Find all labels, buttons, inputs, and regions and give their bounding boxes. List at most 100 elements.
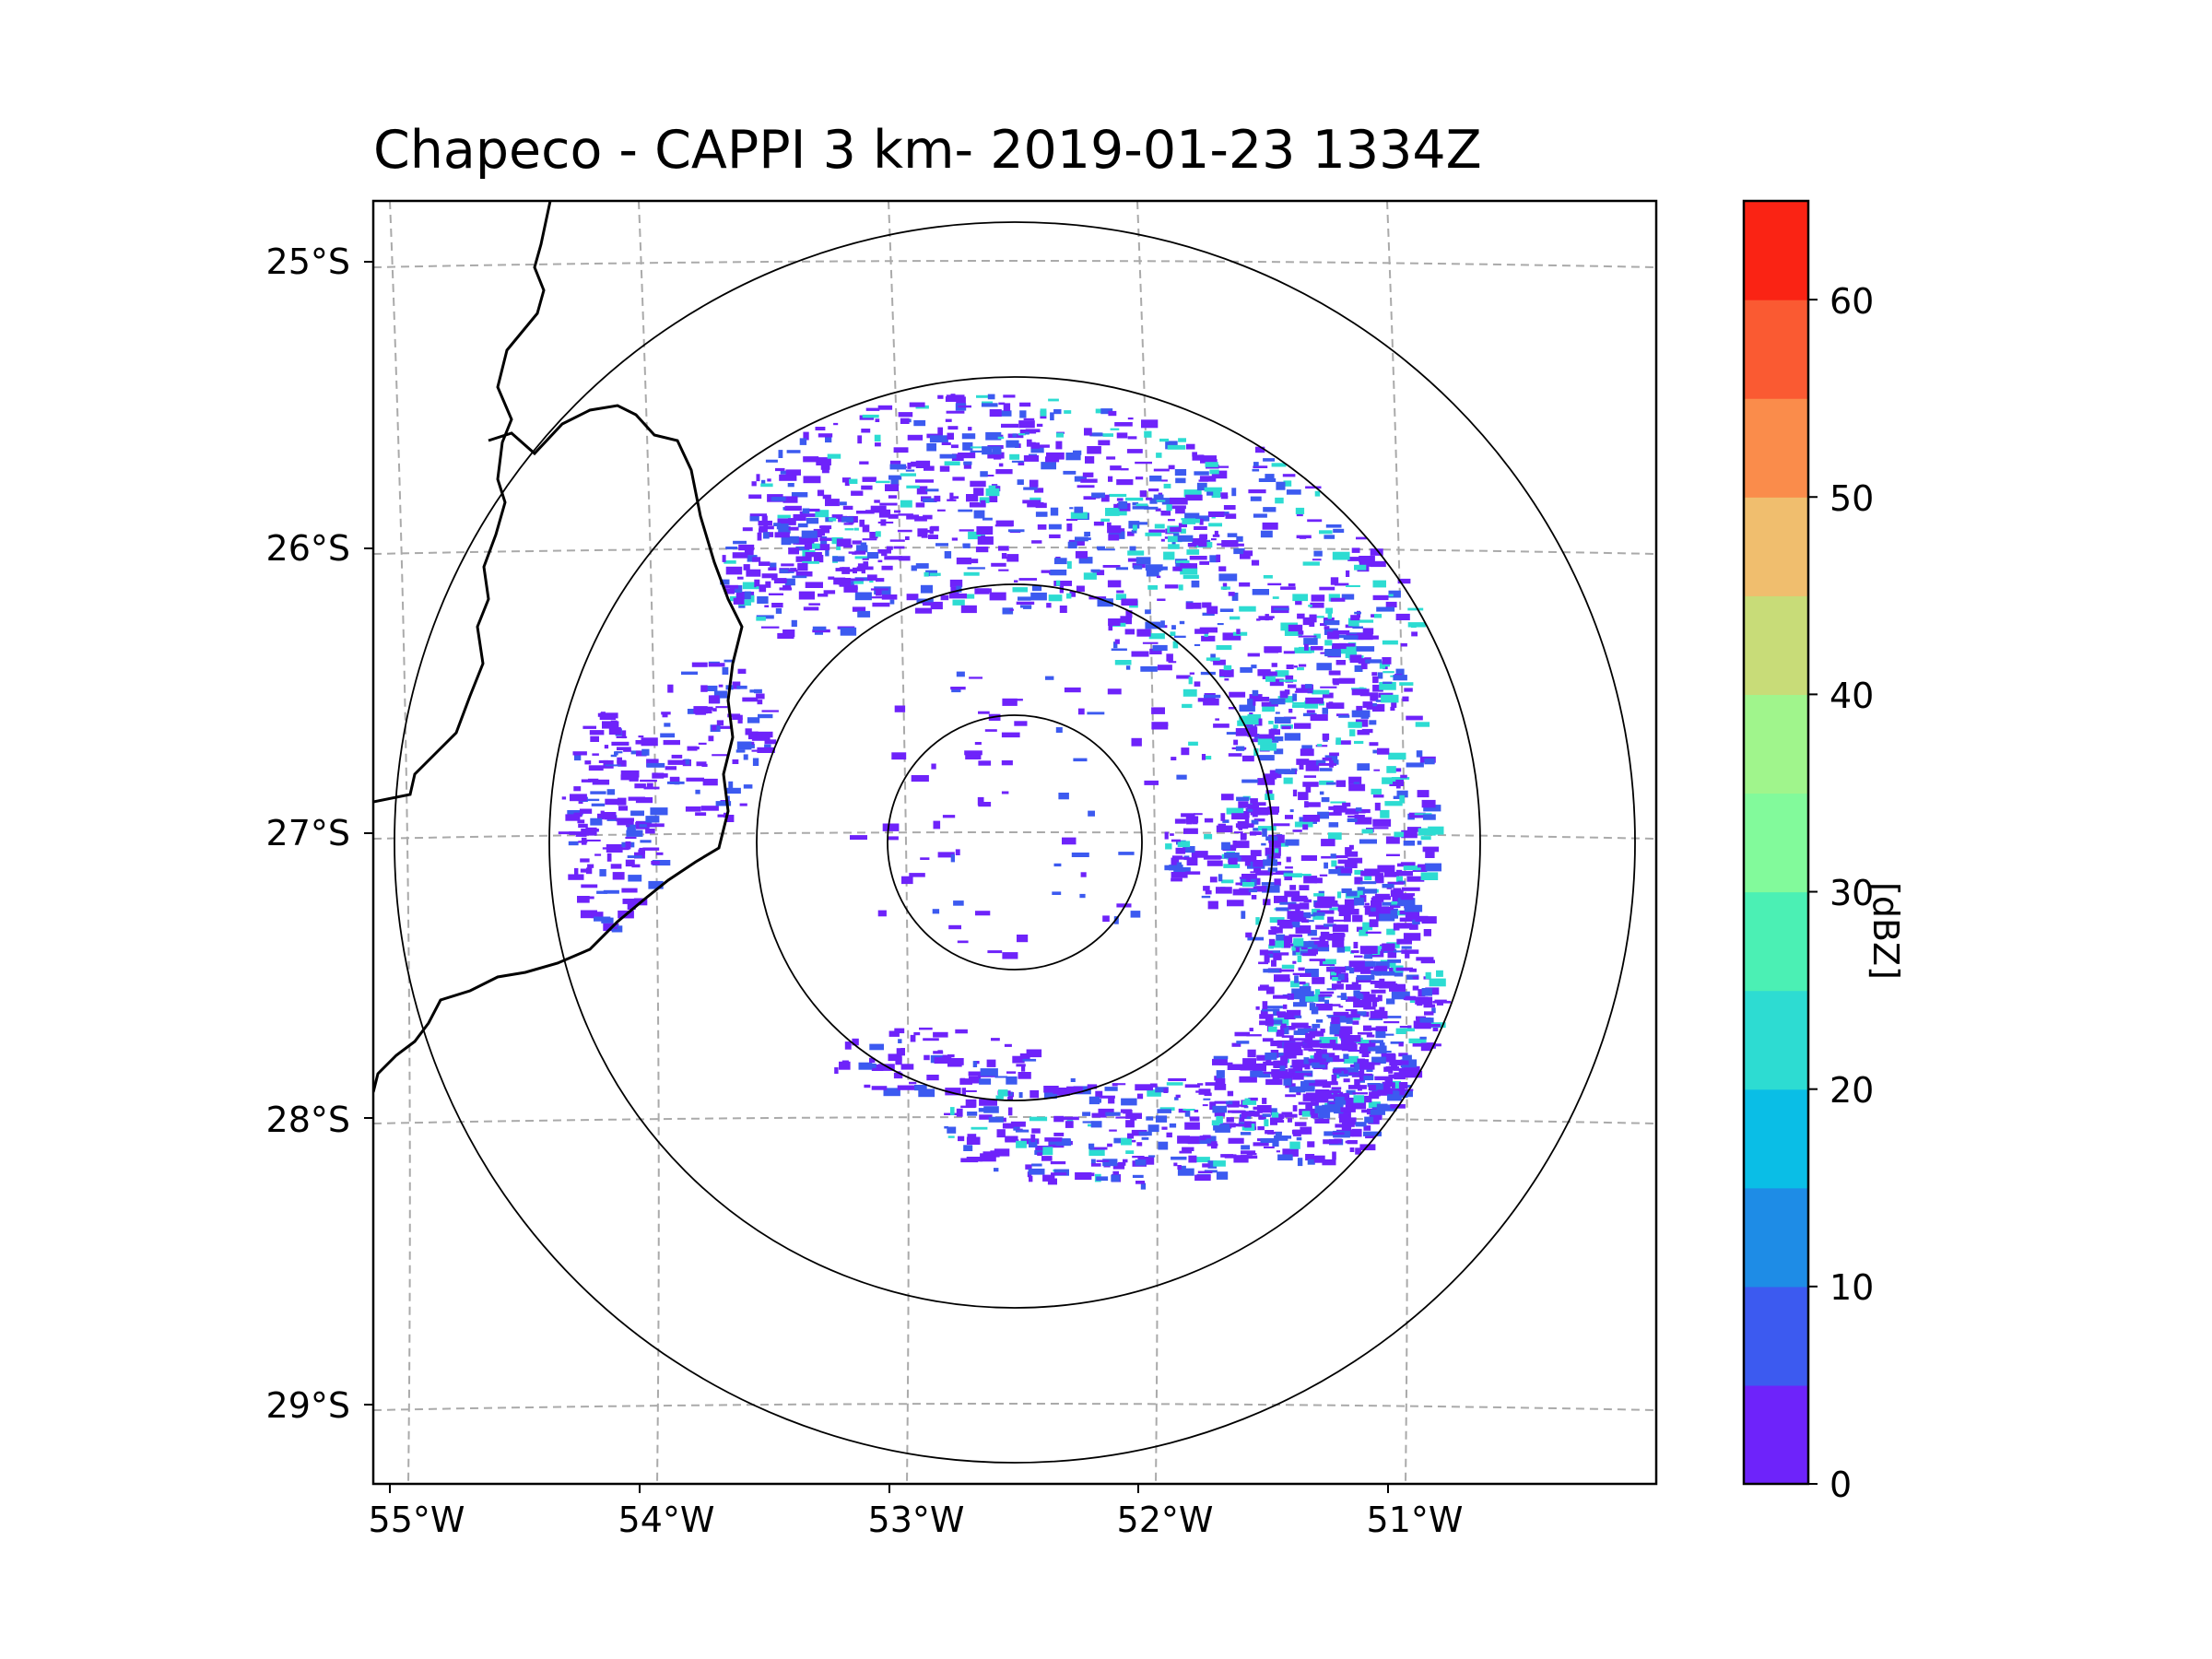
echo-cell (743, 564, 750, 571)
echo-cell (1183, 828, 1198, 834)
echo-cell (1144, 506, 1159, 510)
echo-cell (1250, 850, 1262, 856)
echo-cell (1403, 865, 1418, 871)
echo-cell (1158, 1141, 1169, 1150)
echo-cell (920, 584, 933, 594)
echo-cell (1018, 596, 1031, 601)
echo-cell (1018, 461, 1025, 465)
echo-cell (1400, 642, 1407, 647)
echo-cell (1399, 1026, 1409, 1029)
echo-cell (1075, 550, 1088, 559)
echo-cell (1309, 1030, 1324, 1037)
echo-cell (737, 668, 747, 674)
echo-cell (1189, 672, 1194, 675)
colorbar-segment (1744, 990, 1808, 1090)
echo-cell (1139, 490, 1147, 498)
echo-cell (1368, 1101, 1381, 1108)
echo-cell (1238, 1122, 1245, 1124)
echo-cell (1045, 676, 1054, 680)
echo-cell (854, 592, 872, 601)
echo-cell (1188, 1155, 1197, 1163)
echo-cell (1265, 1006, 1283, 1009)
echo-cell (1127, 531, 1135, 536)
echo-cell (1412, 919, 1420, 925)
echo-cell (715, 801, 732, 806)
echo-cell (1292, 701, 1307, 705)
echo-cell (1030, 1134, 1036, 1143)
echo-cell (602, 847, 618, 850)
echo-cell (986, 1059, 996, 1067)
echo-cell (1272, 1138, 1279, 1147)
echo-cell (1316, 759, 1326, 766)
echo-cell (978, 1108, 988, 1112)
echo-cell (823, 590, 836, 594)
echo-cell (914, 1085, 927, 1091)
echo-cell (1279, 901, 1297, 905)
echo-cell (1209, 877, 1218, 883)
echo-cell (718, 725, 733, 729)
echo-cell (1370, 981, 1381, 984)
echo-cell (1042, 1147, 1053, 1156)
echo-cell (1228, 753, 1242, 757)
echo-cell (1287, 1118, 1292, 1123)
echo-cell (1246, 1034, 1262, 1037)
echo-cell (1298, 635, 1317, 638)
echo-cell (1319, 791, 1324, 795)
echo-cell (1194, 1110, 1199, 1112)
echo-cell (1346, 909, 1359, 915)
echo-cell (944, 1125, 948, 1129)
echo-cell (1348, 776, 1362, 784)
echo-cell (1223, 505, 1236, 510)
echo-cell (1295, 945, 1300, 953)
echo-cell (1403, 1028, 1415, 1032)
echo-cell (756, 617, 766, 621)
echo-cell (1274, 895, 1288, 903)
echo-cell (1013, 1124, 1020, 1131)
echo-cell (1098, 440, 1111, 446)
echo-cell (1191, 515, 1210, 522)
echo-cell (842, 505, 853, 511)
echo-cell (868, 596, 887, 599)
echo-cell (821, 468, 830, 474)
echo-cell (749, 513, 767, 517)
echo-cell (1370, 1042, 1376, 1051)
echo-cell (1331, 1075, 1337, 1083)
map-frame (371, 199, 1658, 1486)
echo-cell (1406, 827, 1421, 832)
echo-cell (733, 540, 747, 545)
echo-cell (761, 710, 779, 712)
echo-cell (1290, 897, 1309, 901)
echo-cell (958, 453, 976, 459)
echo-cell (1251, 559, 1260, 566)
echo-cell (1170, 631, 1176, 636)
echo-cell (1035, 512, 1048, 517)
echo-cell (981, 535, 985, 544)
echo-cell (1253, 886, 1267, 892)
echo-cell (1178, 523, 1187, 528)
echo-cell (1299, 885, 1310, 890)
echo-cell (1053, 1169, 1069, 1176)
echo-cell (918, 1088, 935, 1098)
echo-cell (1289, 1141, 1300, 1149)
echo-cell (1121, 598, 1138, 606)
echo-cell (869, 1057, 876, 1064)
echo-cell (836, 538, 852, 547)
echo-cell (914, 516, 927, 522)
echo-cell (781, 536, 792, 546)
echo-cell (737, 576, 744, 580)
echo-cell (722, 555, 726, 562)
echo-cell (1356, 926, 1367, 932)
echo-cell (577, 819, 585, 824)
echo-cell (909, 402, 925, 407)
echo-cell (1275, 769, 1291, 773)
echo-cell (1359, 839, 1377, 844)
echo-cell (1346, 1089, 1356, 1095)
echo-cell (1369, 742, 1379, 747)
echo-cell (980, 1153, 996, 1162)
echo-cell (1109, 1129, 1117, 1132)
echo-cell (1276, 841, 1288, 847)
echo-cell (871, 1065, 884, 1071)
echo-cell (1292, 972, 1312, 975)
echo-cell (771, 603, 783, 608)
echo-cell (1073, 758, 1088, 762)
